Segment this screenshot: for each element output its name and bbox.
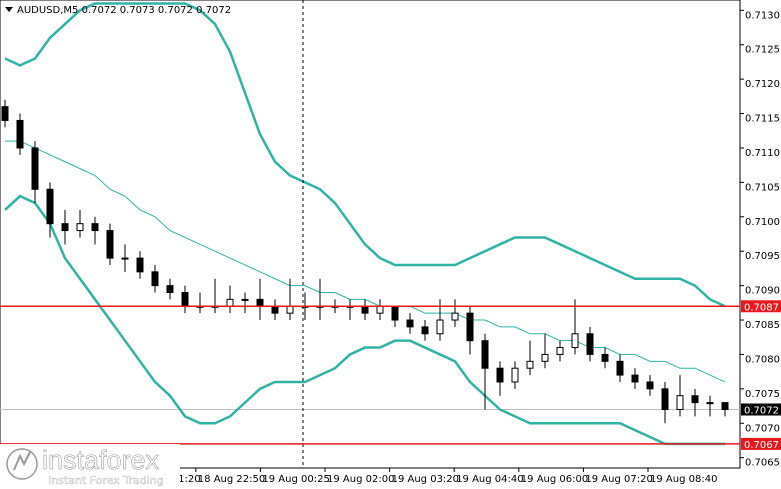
y-tick-label: 0.7065 [745,458,780,469]
y-tick-label: 0.7090 [745,286,780,297]
candle-body [616,360,624,376]
candle-body [181,292,189,307]
watermark-logo-mark [13,451,31,471]
candle-body [721,402,729,410]
candle-body [256,298,264,307]
y-tick-label: 0.7115 [745,114,780,125]
y-tick-label: 0.7120 [745,79,780,90]
chart-title: AUDUSD,M5 0.7072 0.7073 0.7072 0.7072 [17,5,231,16]
candle-body [241,298,249,301]
candle-body [706,402,714,405]
level-label: 0.7067 [744,440,779,451]
x-tick-label: 19 Aug 04:40 [456,474,523,485]
candle-body [676,395,684,410]
y-tick-label: 0.7075 [745,389,780,400]
x-tick-label: 19 Aug 03:20 [392,474,459,485]
candle-body [646,381,654,390]
candle-body [16,119,24,149]
last-price-tag [741,403,781,416]
candle-body [61,223,69,232]
watermark-tagline: Instant Forex Trading [48,474,164,487]
candle-body [691,395,699,404]
y-tick-label: 0.7125 [745,45,780,56]
plot-area [0,0,741,469]
candle-body [376,305,384,314]
candle-body [601,353,609,362]
candle-body [406,319,414,328]
candle-body [31,147,39,190]
candle-body [226,298,234,307]
candle-body [481,340,489,369]
watermark-logo [6,448,38,480]
candle-body [91,223,99,232]
candle-body [586,333,594,355]
watermark: instaforex Instant Forex Trading [0,444,180,489]
watermark-brand: instaforex [42,445,160,475]
title-arrow [5,7,13,12]
candle-body [151,271,159,287]
candle-body [286,305,294,314]
candle-body [496,367,504,383]
candle-body [166,285,174,293]
band-upper [4,2,726,308]
level-tag [741,437,781,450]
candle-body [421,326,429,335]
y-tick-label: 0.7100 [745,217,780,228]
candle-body [106,230,114,259]
level-tag [741,300,781,313]
candle-body [541,353,549,362]
candle-body [556,347,564,355]
y-tick-label: 0.7085 [745,320,780,331]
x-tick-label: 19 Aug 08:40 [650,474,717,485]
plot [0,2,740,446]
level-label: 0.7087 [744,302,779,313]
last-price-label: 0.7072 [744,406,779,417]
candle-body [136,257,144,273]
candle-body [436,319,444,335]
candle-body [571,333,579,349]
y-tick-label: 0.7070 [745,423,780,434]
candle-body [121,257,129,260]
x-tick-label: 19 Aug 07:20 [585,474,652,485]
candle-body [451,312,459,321]
x-tick-label: 19 Aug 00:25 [262,474,329,485]
y-tick-label: 0.7095 [745,251,780,262]
candle-body [511,367,519,383]
band-lower [4,194,725,446]
candle-body [631,374,639,383]
y-tick-label: 0.7130 [745,10,780,21]
candle-body [271,305,279,314]
candle-body [391,305,399,321]
candle-body [526,360,534,369]
x-tick-label: 19 Aug 06:00 [521,474,588,485]
x-tick-label: 19 Aug 02:00 [327,474,394,485]
x-tick-label: 18 Aug 22:50 [198,474,265,485]
y-tick-label: 0.7080 [745,354,780,365]
y-tick-label: 0.7110 [745,148,780,159]
candle-body [661,388,669,410]
candle-body [76,223,84,232]
candle-body [361,305,369,314]
candle-body [46,188,54,225]
candle-body [1,106,9,121]
y-tick-label: 0.7105 [745,182,780,193]
candle-body [466,312,474,342]
